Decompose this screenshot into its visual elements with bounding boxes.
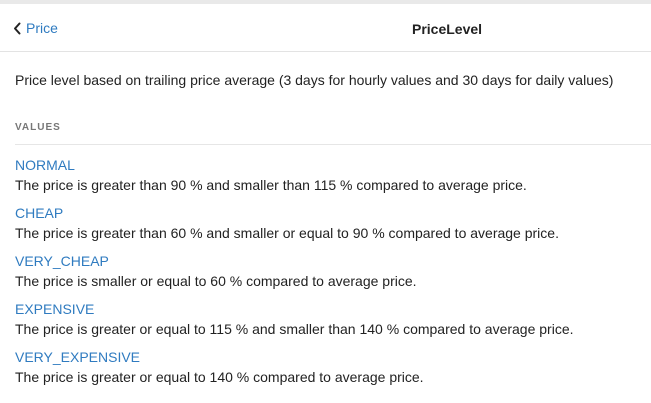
value-description: The price is greater or equal to 115 % a… [15, 321, 574, 337]
value-description: The price is smaller or equal to 60 % co… [15, 273, 417, 289]
list-item: VERY_EXPENSIVE The price is greater or e… [15, 348, 574, 396]
back-link[interactable]: Price [13, 20, 58, 36]
top-strip [0, 0, 651, 4]
value-name-link[interactable]: EXPENSIVE [15, 301, 95, 317]
value-description: The price is greater than 60 % and small… [15, 225, 559, 241]
value-description: The price is greater than 90 % and small… [15, 177, 527, 193]
value-name-link[interactable]: VERY_CHEAP [15, 253, 109, 269]
list-item: VERY_CHEAP The price is smaller or equal… [15, 252, 574, 300]
list-item: NORMAL The price is greater than 90 % an… [15, 156, 574, 204]
value-name-link[interactable]: NORMAL [15, 157, 75, 173]
value-name-link[interactable]: VERY_EXPENSIVE [15, 349, 141, 365]
back-link-label: Price [26, 20, 58, 36]
values-section-label: VALUES [15, 122, 61, 133]
value-description: The price is greater or equal to 140 % c… [15, 369, 424, 385]
page-title: PriceLevel [412, 21, 483, 37]
header: Price PriceLevel [0, 4, 651, 52]
chevron-left-icon [14, 22, 21, 34]
list-item: EXPENSIVE The price is greater or equal … [15, 300, 574, 348]
list-item: CHEAP The price is greater than 60 % and… [15, 204, 574, 252]
section-divider [15, 144, 651, 145]
type-description: Price level based on trailing price aver… [15, 72, 614, 88]
values-list: NORMAL The price is greater than 90 % an… [15, 156, 574, 396]
value-name-link[interactable]: CHEAP [15, 205, 64, 221]
